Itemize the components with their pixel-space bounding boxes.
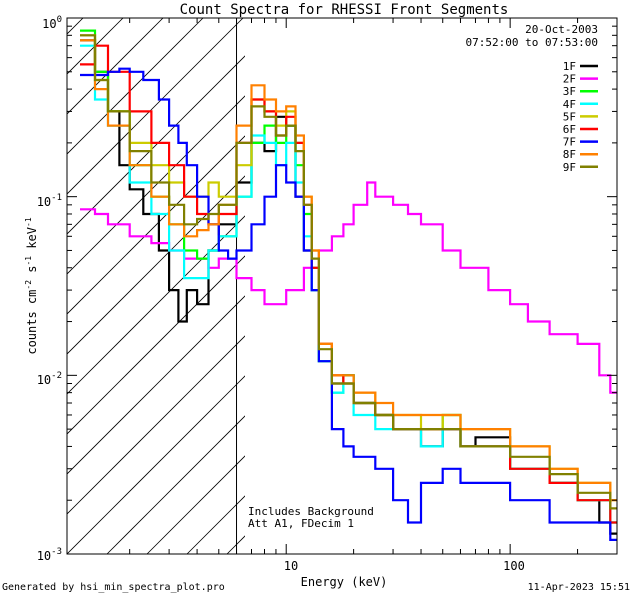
date-label: 20-Oct-2003: [525, 23, 598, 36]
y-axis-ticks: [67, 17, 617, 555]
hatch-line: [67, 175, 245, 355]
chart-title: Count Spectra for RHESSI Front Segments: [180, 2, 509, 18]
plot-frame: [66, 17, 618, 555]
hatch-line: [307, 0, 640, 554]
hatch-line: [267, 0, 640, 554]
hatch-line: [67, 18, 244, 195]
hatch-line: [67, 335, 245, 515]
hatch-line: [67, 135, 245, 315]
hatch-line: [67, 295, 245, 475]
x-axis-ticks: [129, 18, 618, 554]
y-tick-label-0.01: 10-2: [37, 371, 62, 387]
legend-label-2F: 2F: [563, 73, 576, 86]
y-tick-label-0.1: 10-1: [37, 193, 62, 209]
series-line-1F: [80, 39, 617, 535]
x-axis-label: Energy (keV): [301, 575, 388, 589]
timestamp-label: 11-Apr-2023 15:51: [527, 582, 630, 593]
hatch-line: [67, 18, 84, 35]
hatch-line: [67, 18, 124, 75]
legend-label-5F: 5F: [563, 110, 576, 123]
legend-label-4F: 4F: [563, 98, 576, 111]
x-tick-label-100: 100: [503, 559, 525, 573]
series-line-8F: [80, 39, 617, 502]
hatch-line: [67, 18, 204, 155]
annotation-attenuator: Att A1, FDecim 1: [248, 517, 354, 530]
hatch-line: [0, 0, 147, 554]
series-line-5F: [80, 34, 617, 502]
y-axis-label: counts cm-2 s-1 keV-1: [24, 217, 39, 354]
hatched-region: [0, 0, 640, 554]
x-tick-label-10: 10: [284, 559, 298, 573]
series-line-4F: [80, 44, 617, 524]
series-line-3F: [80, 29, 617, 524]
hatch-line: [67, 95, 245, 275]
y-tick-label-1: 100: [42, 15, 62, 31]
hatch-line: [67, 375, 245, 554]
series-line-7F: [80, 67, 617, 541]
time-range-label: 07:52:00 to 07:53:00: [466, 36, 598, 49]
legend-label-7F: 7F: [563, 136, 576, 149]
legend-label-8F: 8F: [563, 148, 576, 161]
legend-label-3F: 3F: [563, 85, 576, 98]
hatch-line: [67, 215, 245, 395]
hatch-line: [67, 18, 164, 115]
series-lines: [80, 29, 617, 541]
legend-label-9F: 9F: [563, 161, 576, 174]
hatch-line: [0, 0, 107, 554]
generated-by-label: Generated by hsi_min_spectra_plot.pro: [2, 582, 225, 593]
series-line-6F: [80, 44, 617, 524]
hatch-line: [347, 0, 640, 554]
legend-label-1F: 1F: [563, 60, 576, 73]
annotation-background: Includes Background: [248, 505, 374, 518]
hatch-line: [106, 415, 245, 554]
hatch-line: [67, 255, 245, 435]
series-line-9F: [80, 34, 617, 510]
y-tick-label-0.001: 10-3: [37, 547, 62, 563]
legend-label-6F: 6F: [563, 123, 576, 136]
